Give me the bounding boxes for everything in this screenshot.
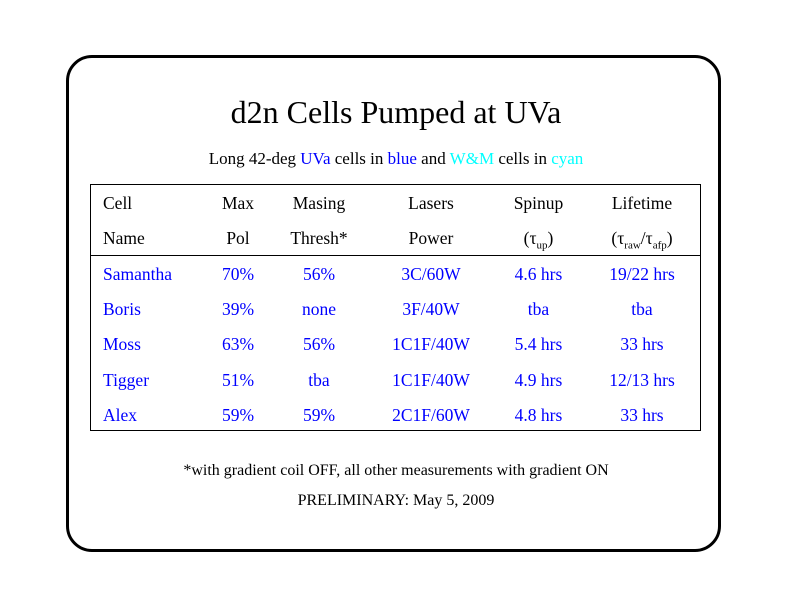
- cell-name: Samantha: [103, 264, 173, 284]
- subtitle-text-1: Long 42-deg: [208, 149, 301, 168]
- header-masing: Masing: [292, 193, 346, 213]
- subtitle-text-3: and: [416, 149, 450, 168]
- cell-thresh: tba: [308, 370, 330, 390]
- cell-thresh: none: [301, 299, 337, 319]
- cell-lifetime: 12/13 hrs: [609, 370, 675, 390]
- subtitle-text-2: cells in: [330, 149, 388, 168]
- header-rule: [91, 255, 700, 256]
- cell-spinup: 4.8 hrs: [514, 405, 563, 425]
- slide-frame: [66, 55, 721, 552]
- cell-thresh: 56%: [302, 334, 336, 354]
- header-row-1: Cell Max Masing Lasers Spinup Lifetime: [91, 188, 700, 218]
- subtitle-text-4: cells in: [494, 149, 552, 168]
- cell-max-pol: 70%: [221, 264, 255, 284]
- slide-title: d2n Cells Pumped at UVa: [230, 94, 562, 130]
- cell-spinup: tba: [527, 299, 550, 319]
- cell-spinup: 5.4 hrs: [514, 334, 563, 354]
- table-row: Moss 63% 56% 1C1F/40W 5.4 hrs 33 hrs: [91, 329, 700, 359]
- header-power: Power: [408, 228, 454, 248]
- header-pol: Pol: [226, 228, 250, 248]
- subtitle-blue-word: blue: [387, 149, 417, 168]
- table-row: Samantha 70% 56% 3C/60W 4.6 hrs 19/22 hr…: [91, 259, 700, 289]
- cell-spinup: 4.9 hrs: [514, 370, 563, 390]
- header-max: Max: [221, 193, 255, 213]
- subtitle-uva: UVa: [300, 149, 331, 168]
- cells-table: Cell Max Masing Lasers Spinup Lifetime N…: [90, 184, 701, 431]
- cell-power: 1C1F/40W: [392, 334, 470, 354]
- cell-name: Moss: [103, 334, 141, 354]
- header-lifetime: Lifetime: [611, 193, 673, 213]
- table-row: Tigger 51% tba 1C1F/40W 4.9 hrs 12/13 hr…: [91, 365, 700, 395]
- header-name: Name: [103, 228, 145, 248]
- subtitle-wm: W&M: [449, 149, 495, 168]
- cell-spinup: 4.6 hrs: [514, 264, 563, 284]
- cell-lifetime: 19/22 hrs: [609, 264, 675, 284]
- table-row: Boris 39% none 3F/40W tba tba: [91, 294, 700, 324]
- header-thresh: Thresh*: [290, 228, 348, 248]
- cell-max-pol: 59%: [221, 405, 255, 425]
- cell-lifetime: 33 hrs: [620, 405, 664, 425]
- cell-power: 3C/60W: [401, 264, 461, 284]
- header-tau-ratio: (τraw/τafp): [611, 228, 673, 252]
- cell-max-pol: 51%: [221, 370, 255, 390]
- slide-subtitle: Long 42-deg UVa cells in blue and W&M ce…: [0, 148, 792, 170]
- cell-power: 2C1F/60W: [392, 405, 470, 425]
- cell-max-pol: 63%: [221, 334, 255, 354]
- subtitle-cyan-word: cyan: [551, 149, 584, 168]
- header-cell: Cell: [103, 193, 133, 213]
- cell-power: 3F/40W: [402, 299, 460, 319]
- cell-thresh: 59%: [302, 405, 336, 425]
- header-spinup: Spinup: [513, 193, 564, 213]
- header-row-2: Name Pol Thresh* Power (τup) (τraw/τafp): [91, 223, 700, 253]
- cell-max-pol: 39%: [221, 299, 255, 319]
- header-lasers: Lasers: [408, 193, 454, 213]
- cell-name: Tigger: [103, 370, 150, 390]
- cell-name: Alex: [103, 405, 138, 425]
- table-row: Alex 59% 59% 2C1F/60W 4.8 hrs 33 hrs: [91, 400, 700, 430]
- cell-power: 1C1F/40W: [392, 370, 470, 390]
- cell-lifetime: tba: [631, 299, 653, 319]
- header-tau-up: (τup): [523, 228, 554, 252]
- cell-thresh: 56%: [302, 264, 336, 284]
- footnote: *with gradient coil OFF, all other measu…: [183, 462, 609, 479]
- cell-name: Boris: [103, 299, 141, 319]
- cell-lifetime: 33 hrs: [620, 334, 664, 354]
- preliminary-date: PRELIMINARY: May 5, 2009: [297, 492, 495, 509]
